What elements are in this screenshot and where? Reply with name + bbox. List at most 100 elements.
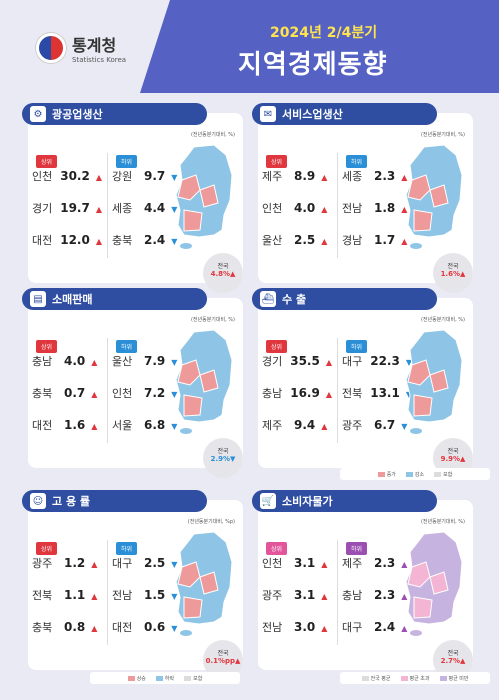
region-label: 전북 <box>342 387 363 400</box>
arrow-icon: ▼ <box>171 390 178 399</box>
arrow-icon: ▼ <box>171 173 178 182</box>
region-label: 충남 <box>32 355 53 368</box>
top-row: 인천 3.1 ▲ <box>262 555 332 571</box>
panel-title-bar: ☺ 고 용 률 <box>22 490 207 512</box>
header-band <box>140 0 499 93</box>
legend-cpi: 전국 평균 평균 초과 평균 미만 <box>340 672 490 684</box>
bottom-row: 세종 4.4 ▼ <box>112 200 182 216</box>
bottom-row: 충북 2.4 ▼ <box>112 232 182 248</box>
national-label: 전국 <box>217 650 229 657</box>
panel-title: 서비스업생산 <box>282 108 343 121</box>
region-label: 대전 <box>112 621 133 634</box>
up-arrow-icon: ▲ <box>325 390 332 399</box>
value: 22.3 <box>370 354 400 368</box>
value: 1.7 <box>374 233 396 247</box>
region-label: 경기 <box>32 202 53 215</box>
value: 16.9 <box>290 386 320 400</box>
arrow-icon: ▼ <box>171 205 178 214</box>
bottom-row: 인천 7.2 ▼ <box>112 385 182 401</box>
divider <box>107 338 108 443</box>
arrow-icon: ▲ <box>401 237 408 246</box>
panel-mining: ⚙ 광공업생산 (전년동분기대비, %) 상위 하위 인천 30.2 ▲ 경기 19.… <box>22 103 243 293</box>
legend-export: 증가 감소 보합 <box>340 468 490 480</box>
region-label: 세종 <box>112 202 133 215</box>
bottom-row: 강원 9.7 ▼ <box>112 168 182 184</box>
value: 3.1 <box>294 588 316 602</box>
panel-icon: ☺ <box>30 493 46 509</box>
region-map <box>404 329 464 435</box>
arrow-icon: ▼ <box>171 358 178 367</box>
korea-map-icon <box>175 329 233 434</box>
value: 0.7 <box>64 386 86 400</box>
value: 4.0 <box>64 354 86 368</box>
bottom-row: 대구 2.4 ▲ <box>342 619 412 635</box>
value: 1.8 <box>374 201 396 215</box>
top-row: 제주 9.4 ▲ <box>262 417 332 433</box>
value: 1.6 <box>64 418 86 432</box>
top-row: 광주 1.2 ▲ <box>32 555 102 571</box>
value: 3.1 <box>294 556 316 570</box>
region-map <box>174 531 234 637</box>
region-label: 제주 <box>342 557 363 570</box>
unit-label: (전년동분기대비, %p) <box>187 519 235 525</box>
arrow-icon: ▲ <box>401 560 408 569</box>
arrow-icon: ▲ <box>401 592 408 601</box>
top-badge: 상위 <box>266 542 288 555</box>
value: 7.2 <box>144 386 166 400</box>
arrow-icon: ▼ <box>405 358 412 367</box>
value: 2.3 <box>374 588 396 602</box>
value: 19.7 <box>60 201 90 215</box>
panel-icon: ⚙ <box>30 106 46 122</box>
region-label: 울산 <box>112 355 133 368</box>
panel-title-bar: ✉ 서비스업생산 <box>252 103 437 125</box>
panel-title-bar: ▤ 소매판매 <box>22 288 207 310</box>
bottom-row: 대구 22.3 ▼ <box>342 353 412 369</box>
header: 통계청 Statistics Korea 2024년 2/4분기 지역경제동향 <box>0 0 499 93</box>
region-label: 충북 <box>32 387 53 400</box>
top-row: 경기 35.5 ▲ <box>262 353 332 369</box>
top-row: 충남 4.0 ▲ <box>32 353 102 369</box>
top-badge: 상위 <box>36 542 58 555</box>
national-label: 전국 <box>447 263 459 270</box>
arrow-icon: ▼ <box>401 422 408 431</box>
bottom-row: 대구 2.5 ▼ <box>112 555 182 571</box>
logo: 통계청 Statistics Korea <box>36 32 126 64</box>
top-row: 광주 3.1 ▲ <box>262 587 332 603</box>
up-arrow-icon: ▲ <box>321 237 328 246</box>
divider <box>337 153 338 258</box>
arrow-icon: ▼ <box>171 624 178 633</box>
top-row: 울산 2.5 ▲ <box>262 232 332 248</box>
region-label: 전남 <box>342 202 363 215</box>
region-label: 울산 <box>262 234 283 247</box>
arrow-icon: ▲ <box>401 624 408 633</box>
region-label: 충남 <box>262 387 283 400</box>
bottom-badge: 하위 <box>116 155 138 168</box>
value: 2.4 <box>144 233 166 247</box>
top-row: 충남 16.9 ▲ <box>262 385 332 401</box>
value: 8.9 <box>294 169 316 183</box>
bottom-row: 광주 6.7 ▼ <box>342 417 412 433</box>
region-label: 인천 <box>32 170 53 183</box>
bottom-row: 전북 13.1 ▼ <box>342 385 412 401</box>
bottom-row: 세종 2.3 ▲ <box>342 168 412 184</box>
top-row: 충북 0.8 ▲ <box>32 619 102 635</box>
panel-employment: ☺ 고 용 률 (전년동분기대비, %p) 상위 하위 광주 1.2 ▲ 전북 1.1… <box>22 490 243 680</box>
korea-map-icon <box>175 144 233 249</box>
up-arrow-icon: ▲ <box>91 592 98 601</box>
bottom-badge: 하위 <box>346 340 368 353</box>
bottom-row: 제주 2.3 ▲ <box>342 555 412 571</box>
arrow-icon: ▼ <box>171 422 178 431</box>
bottom-row: 대전 0.6 ▼ <box>112 619 182 635</box>
panel-icon: ▤ <box>30 291 46 307</box>
national-label: 전국 <box>447 448 459 455</box>
value: 4.0 <box>294 201 316 215</box>
region-label: 전남 <box>262 621 283 634</box>
value: 13.1 <box>370 386 400 400</box>
region-label: 경기 <box>262 355 283 368</box>
region-label: 전남 <box>112 589 133 602</box>
panel-title: 수 출 <box>282 293 307 306</box>
value: 7.9 <box>144 354 166 368</box>
page-title: 지역경제동향 <box>238 50 388 80</box>
national-value: 1.6%▲ <box>440 270 466 278</box>
region-label: 광주 <box>262 589 283 602</box>
